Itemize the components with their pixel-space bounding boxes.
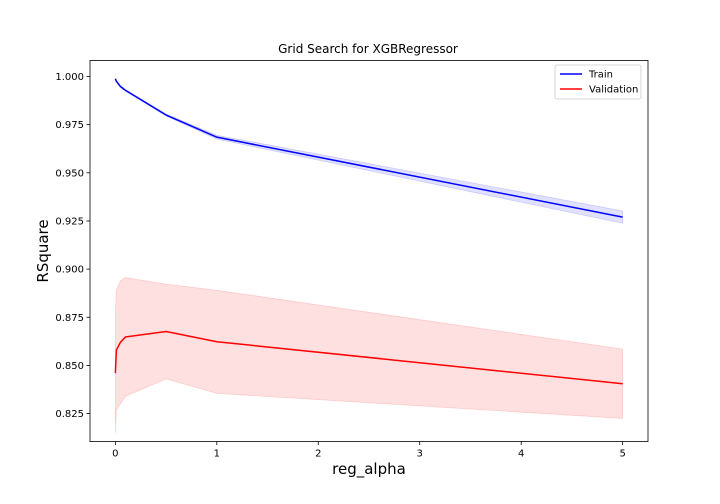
y-tick-label: 0.950 — [55, 168, 84, 179]
x-tick-label: 2 — [315, 449, 321, 460]
series-lines — [114, 78, 623, 385]
x-tick-label: 5 — [619, 449, 625, 460]
confidence-bands — [114, 78, 624, 433]
chart-title: Grid Search for XGBRegressor — [278, 42, 458, 56]
y-tick-label: 0.925 — [55, 216, 84, 227]
line-train — [114, 78, 623, 218]
x-axis-title: reg_alpha — [332, 460, 406, 479]
y-axis-title: RSquare — [34, 219, 52, 282]
x-tick-label: 1 — [214, 449, 220, 460]
y-tick-label: 0.825 — [55, 409, 84, 420]
x-tick-label: 0 — [112, 449, 118, 460]
plot-frame — [89, 60, 649, 442]
y-tick-label: 0.850 — [55, 361, 84, 372]
y-tick-label: 0.900 — [55, 265, 84, 276]
y-axis-ticks: 0.825 0.850 0.875 0.900 0.925 0.950 0.975 1.000 — [55, 72, 90, 420]
legend: Train Validation — [554, 64, 642, 100]
legend-label-validation: Validation — [589, 85, 638, 96]
y-tick-label: 1.000 — [55, 72, 84, 83]
x-tick-label: 4 — [518, 449, 524, 460]
legend-label-train: Train — [588, 70, 613, 81]
y-tick-label: 0.875 — [55, 313, 84, 324]
band-validation — [114, 277, 624, 433]
x-axis-ticks: 0 1 2 3 4 5 — [112, 441, 626, 460]
line-validation — [114, 330, 623, 385]
x-tick-label: 3 — [417, 449, 423, 460]
y-tick-label: 0.975 — [55, 120, 84, 131]
